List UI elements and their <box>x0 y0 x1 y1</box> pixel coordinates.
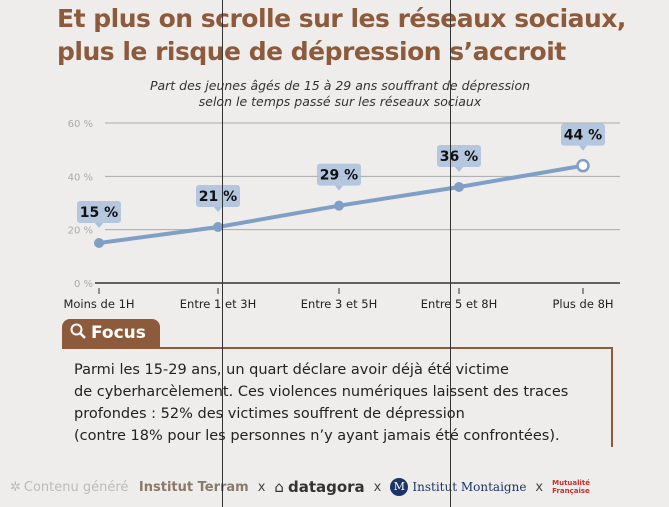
logo-datagora: datagora <box>287 478 365 496</box>
data-label-pointer <box>455 167 463 172</box>
focus-line: (contre 18% pour les personnes n’y ayant… <box>74 428 560 444</box>
y-tick-label: 60 % <box>68 119 93 130</box>
logo-terram: Institut Terram <box>138 479 249 495</box>
title-line: Et plus on scrolle sur les réseaux socia… <box>57 4 626 33</box>
data-point <box>213 222 223 232</box>
data-point <box>576 158 590 173</box>
separator: x <box>257 479 266 495</box>
subtitle-line: selon le temps passé sur les réseaux soc… <box>198 94 482 109</box>
x-tick-label: Moins de 1H <box>63 297 134 311</box>
line-chart: 0 % 20 % 40 % 60 % Moins de 1H Entre 1 et 3H E… <box>63 119 620 311</box>
title-line: plus le risque de dépression s’accroit <box>57 37 566 66</box>
data-point <box>334 200 344 211</box>
data-label-box <box>77 201 121 223</box>
data-label-box <box>196 185 240 207</box>
separator: x <box>373 479 382 495</box>
footer: ✲ Contenu généré Institut Terram x ⌂ dat… <box>0 470 669 504</box>
data-label: 15 % <box>80 205 118 221</box>
data-label-pointer <box>335 185 343 191</box>
search-icon <box>70 323 86 344</box>
focus-line: de cyberharcèlement. Ces violences numér… <box>74 384 569 400</box>
y-tick-label: 40 % <box>68 172 93 183</box>
y-tick-label: 0 % <box>74 279 93 290</box>
data-label-box <box>561 123 605 146</box>
page-title: Et plus on scrolle sur les réseaux socia… <box>57 2 657 68</box>
overlay-line <box>222 0 223 507</box>
logo-mutualite: Mutualité Française <box>552 479 591 495</box>
data-label: 36 % <box>440 149 478 165</box>
data-label-pointer <box>579 145 587 151</box>
data-label-box <box>437 145 481 167</box>
data-point <box>454 182 464 192</box>
data-label: 21 % <box>199 189 237 205</box>
y-tick-label: 20 % <box>68 226 93 237</box>
x-tick-label: Entre 5 et 8H <box>421 297 497 311</box>
separator: x <box>535 479 544 495</box>
data-label-pointer <box>95 223 103 228</box>
data-label-box <box>317 163 361 186</box>
bar-chart-icon: ⌂ <box>274 478 284 496</box>
generated-notice: Contenu généré <box>23 479 129 495</box>
focus-tab: Focus <box>62 319 160 347</box>
x-tick-label: Plus de 8H <box>552 297 613 311</box>
chart-subtitle: Part des jeunes âgés de 15 à 29 ans souf… <box>100 78 580 110</box>
logo-montaigne: Institut Montaigne <box>412 480 527 494</box>
sparkle-icon: ✲ <box>10 479 21 495</box>
focus-line: profondes : 52% des victimes souffrent d… <box>74 406 465 422</box>
data-point <box>94 238 104 248</box>
montaigne-m-icon: M <box>390 478 409 496</box>
focus-label: Focus <box>91 323 146 343</box>
data-label: 29 % <box>320 168 358 184</box>
focus-line: Parmi les 15-29 ans, un quart déclare av… <box>74 362 509 378</box>
x-tick-label: Entre 1 et 3H <box>180 297 256 311</box>
x-tick-label: Entre 3 et 5H <box>301 297 377 311</box>
overlay-line <box>450 0 451 507</box>
data-label: 44 % <box>564 128 602 144</box>
data-label-pointer <box>214 207 222 212</box>
focus-text: Parmi les 15-29 ans, un quart déclare av… <box>62 347 613 447</box>
subtitle-line: Part des jeunes âgés de 15 à 29 ans souf… <box>149 78 531 93</box>
